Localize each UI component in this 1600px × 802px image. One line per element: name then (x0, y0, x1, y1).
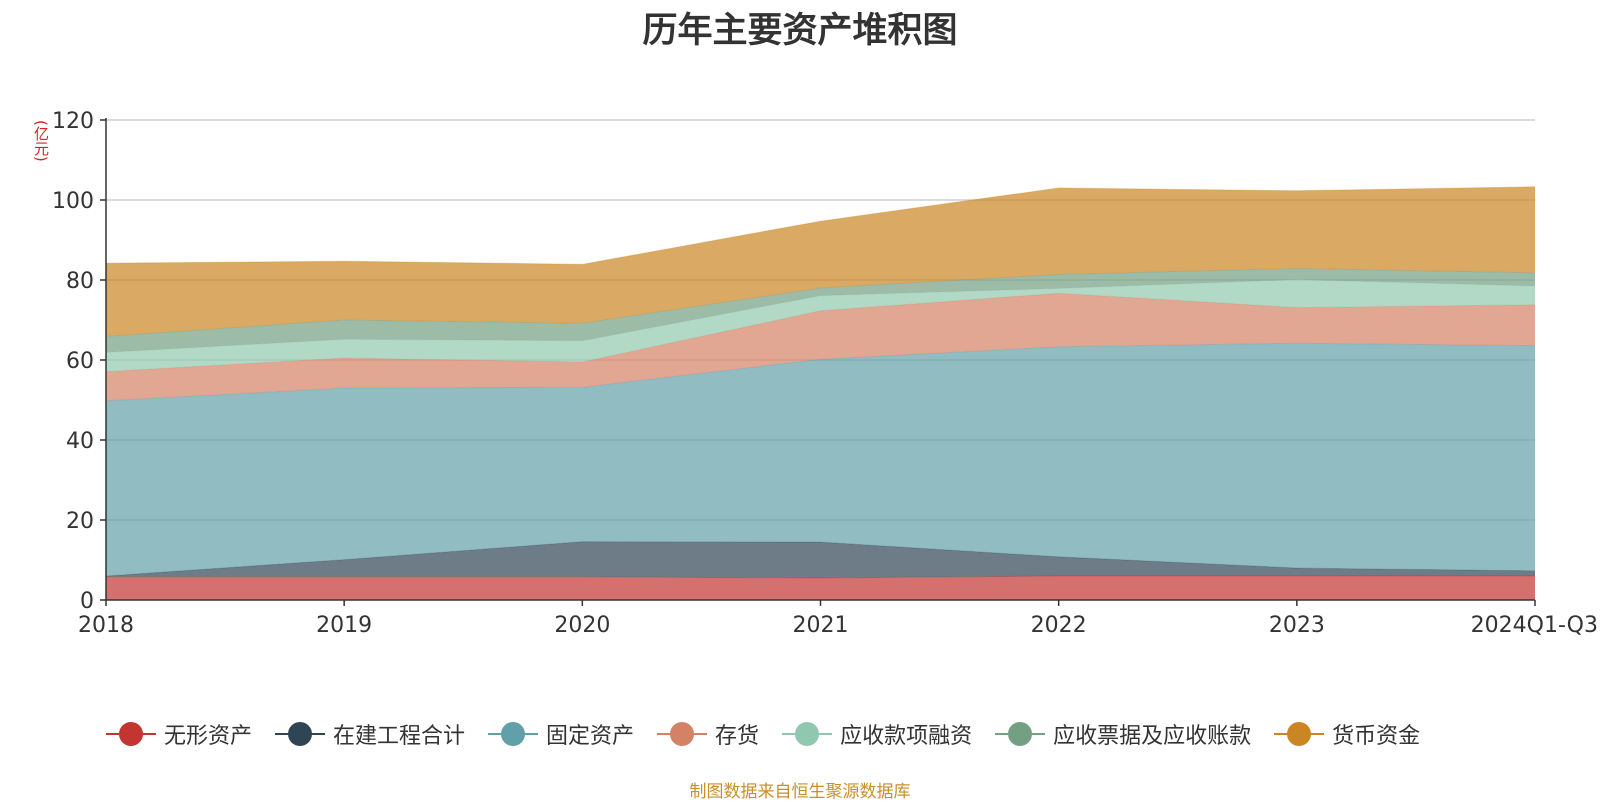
x-tick-label: 2022 (1031, 613, 1087, 638)
legend-marker-icon (106, 721, 156, 747)
chart-plot: 0 20 40 60 80 100 120 2018 2019 2020 2021 2022 2023 2… (52, 109, 1598, 638)
area-series-6 (106, 186, 1535, 337)
y-tick-label: 120 (52, 109, 94, 134)
legend-item[interactable]: 货币资金 (1274, 718, 1420, 750)
legend-marker-icon (1274, 721, 1325, 747)
legend-marker-icon (488, 721, 539, 747)
chart-title: 历年主要资产堆积图 (642, 11, 958, 51)
axes (100, 118, 1536, 606)
area-series-2 (106, 343, 1535, 576)
legend-marker-icon (275, 721, 326, 747)
area-series-0 (106, 576, 1535, 600)
legend-item[interactable]: 无形资产 (106, 718, 252, 750)
legend-label: 货币资金 (1332, 724, 1421, 749)
legend-item[interactable]: 应收票据及应收账款 (995, 718, 1251, 750)
legend-label: 固定资产 (546, 724, 635, 749)
legend-dot-icon (670, 722, 695, 746)
legend-marker-icon (782, 721, 833, 747)
area-series-3 (106, 293, 1535, 401)
y-tick-label: 0 (80, 589, 94, 614)
x-tick-label: 2021 (793, 613, 849, 638)
legend-dot-icon (1287, 722, 1312, 746)
x-tick-label: 2024Q1-Q3 (1471, 613, 1598, 638)
legend-marker-icon (657, 721, 708, 747)
legend-dot-icon (1008, 722, 1033, 746)
legend-dot-icon (119, 722, 143, 746)
y-tick-label: 20 (66, 509, 94, 534)
legend-dot-icon (795, 722, 820, 746)
y-tick-label: 100 (52, 189, 94, 214)
legend-label: 存货 (715, 724, 760, 749)
legend-item[interactable]: 在建工程合计 (275, 718, 465, 750)
area-series-4 (106, 279, 1535, 372)
legend-marker-icon (995, 721, 1046, 747)
legend: 无形资产 在建工程合计 固定资产 存货 应收款项融资 应收票据及应收账款 货币资金 (106, 716, 1443, 752)
y-tick-label: 60 (66, 349, 94, 374)
source-note: 制图数据来自恒生聚源数据库 (689, 782, 911, 802)
legend-label: 在建工程合计 (333, 724, 466, 749)
y-tick-label: 40 (66, 429, 94, 454)
legend-dot-icon (288, 722, 313, 746)
legend-item[interactable]: 存货 (657, 718, 759, 750)
area-series (105, 186, 1536, 600)
legend-item[interactable]: 应收款项融资 (782, 718, 972, 750)
legend-item[interactable]: 固定资产 (488, 718, 634, 750)
legend-label: 应收票据及应收账款 (1053, 724, 1252, 749)
legend-dot-icon (501, 722, 526, 746)
tick-labels: 0 20 40 60 80 100 120 2018 2019 2020 2021 2022 2023 2… (52, 109, 1598, 638)
x-tick-label: 2020 (554, 613, 610, 638)
area-series-5 (106, 268, 1535, 353)
x-tick-label: 2018 (78, 613, 134, 638)
y-tick-label: 80 (66, 269, 94, 294)
x-tick-label: 2023 (1269, 613, 1325, 638)
legend-label: 应收款项融资 (840, 724, 973, 749)
series-line-6 (105, 186, 1536, 265)
area-series-1 (106, 541, 1535, 578)
y-axis-unit-label: (亿元) (32, 120, 50, 162)
legend-label: 无形资产 (164, 724, 253, 749)
x-tick-label: 2019 (316, 613, 372, 638)
